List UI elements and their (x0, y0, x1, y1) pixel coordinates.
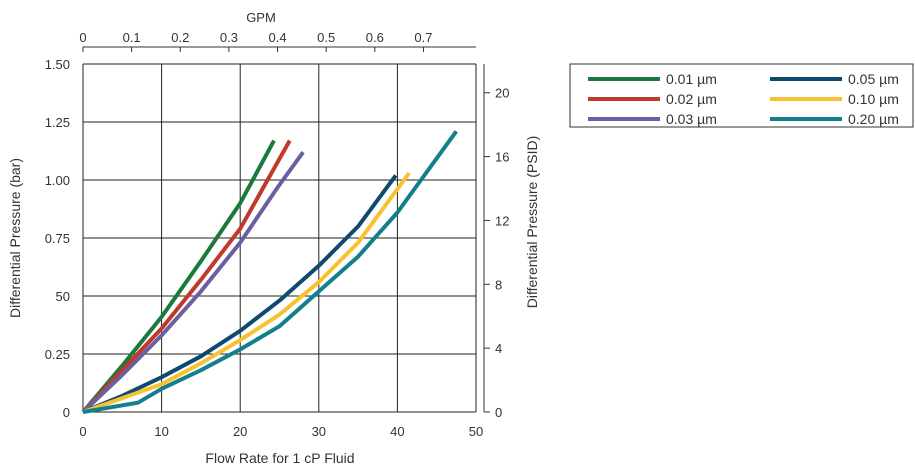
right-tick-label: 0 (495, 405, 502, 420)
x-tick-label: 20 (233, 424, 247, 439)
series-line-0-02--m (81, 139, 292, 414)
x-tick-label: 50 (469, 424, 483, 439)
top-tick-label: 0.1 (123, 30, 141, 45)
top-tick-label: 0.4 (269, 30, 287, 45)
y-axis-title: Differential Pressure (bar) (7, 158, 23, 318)
legend: 0.01 µm 0.02 µm 0.03 µm 0.05 µm 0.10 µm 0.20 … (569, 63, 914, 128)
y-tick-label: 0.75 (45, 231, 70, 246)
series-line-0-01--m (81, 139, 276, 414)
legend-box (569, 63, 914, 128)
x-tick-label: 0 (79, 424, 86, 439)
y-tick-label: 1.00 (45, 173, 70, 188)
series-line-0-05--m (82, 174, 398, 414)
top-tick-label: 0.6 (366, 30, 384, 45)
legend-label: 0.10 µm (848, 91, 899, 107)
right-tick-label: 16 (495, 150, 509, 165)
x-tick-label: 30 (312, 424, 326, 439)
y-tick-label: 0.25 (45, 347, 70, 362)
right-tick-label: 12 (495, 213, 509, 228)
x-axis-title: Flow Rate for 1 cP Fluid (205, 450, 354, 466)
x-tick-label: 10 (154, 424, 168, 439)
grid (82, 63, 477, 413)
series (81, 130, 458, 414)
right-y-axis-title: Differential Pressure (PSID) (524, 136, 540, 308)
right-tick-label: 8 (495, 277, 502, 292)
top-tick-label: 0 (79, 30, 86, 45)
x-tick-label: 40 (390, 424, 404, 439)
y-tick-label: 0 (63, 405, 70, 420)
top-tick-label: 0.7 (414, 30, 432, 45)
top-tick-label: 0.2 (171, 30, 189, 45)
top-tick-label: 0.5 (317, 30, 335, 45)
legend-label: 0.01 µm (666, 71, 717, 87)
series-line-0-03--m (81, 151, 305, 414)
legend-label: 0.03 µm (666, 111, 717, 127)
legend-label: 0.20 µm (848, 111, 899, 127)
series-line-0-20--m (82, 130, 458, 414)
y-tick-label: 1.25 (45, 115, 70, 130)
axes: GPM Flow Rate for 1 cP Fluid Differentia… (7, 10, 540, 466)
right-tick-label: 20 (495, 86, 509, 101)
top-tick-label: 0.3 (220, 30, 238, 45)
right-tick-label: 4 (495, 341, 502, 356)
series-line-0-10--m (82, 171, 411, 414)
y-tick-label: 50 (56, 289, 70, 304)
y-tick-label: 1.50 (45, 57, 70, 72)
top-axis-title: GPM (246, 10, 276, 25)
legend-label: 0.02 µm (666, 91, 717, 107)
legend-label: 0.05 µm (848, 71, 899, 87)
